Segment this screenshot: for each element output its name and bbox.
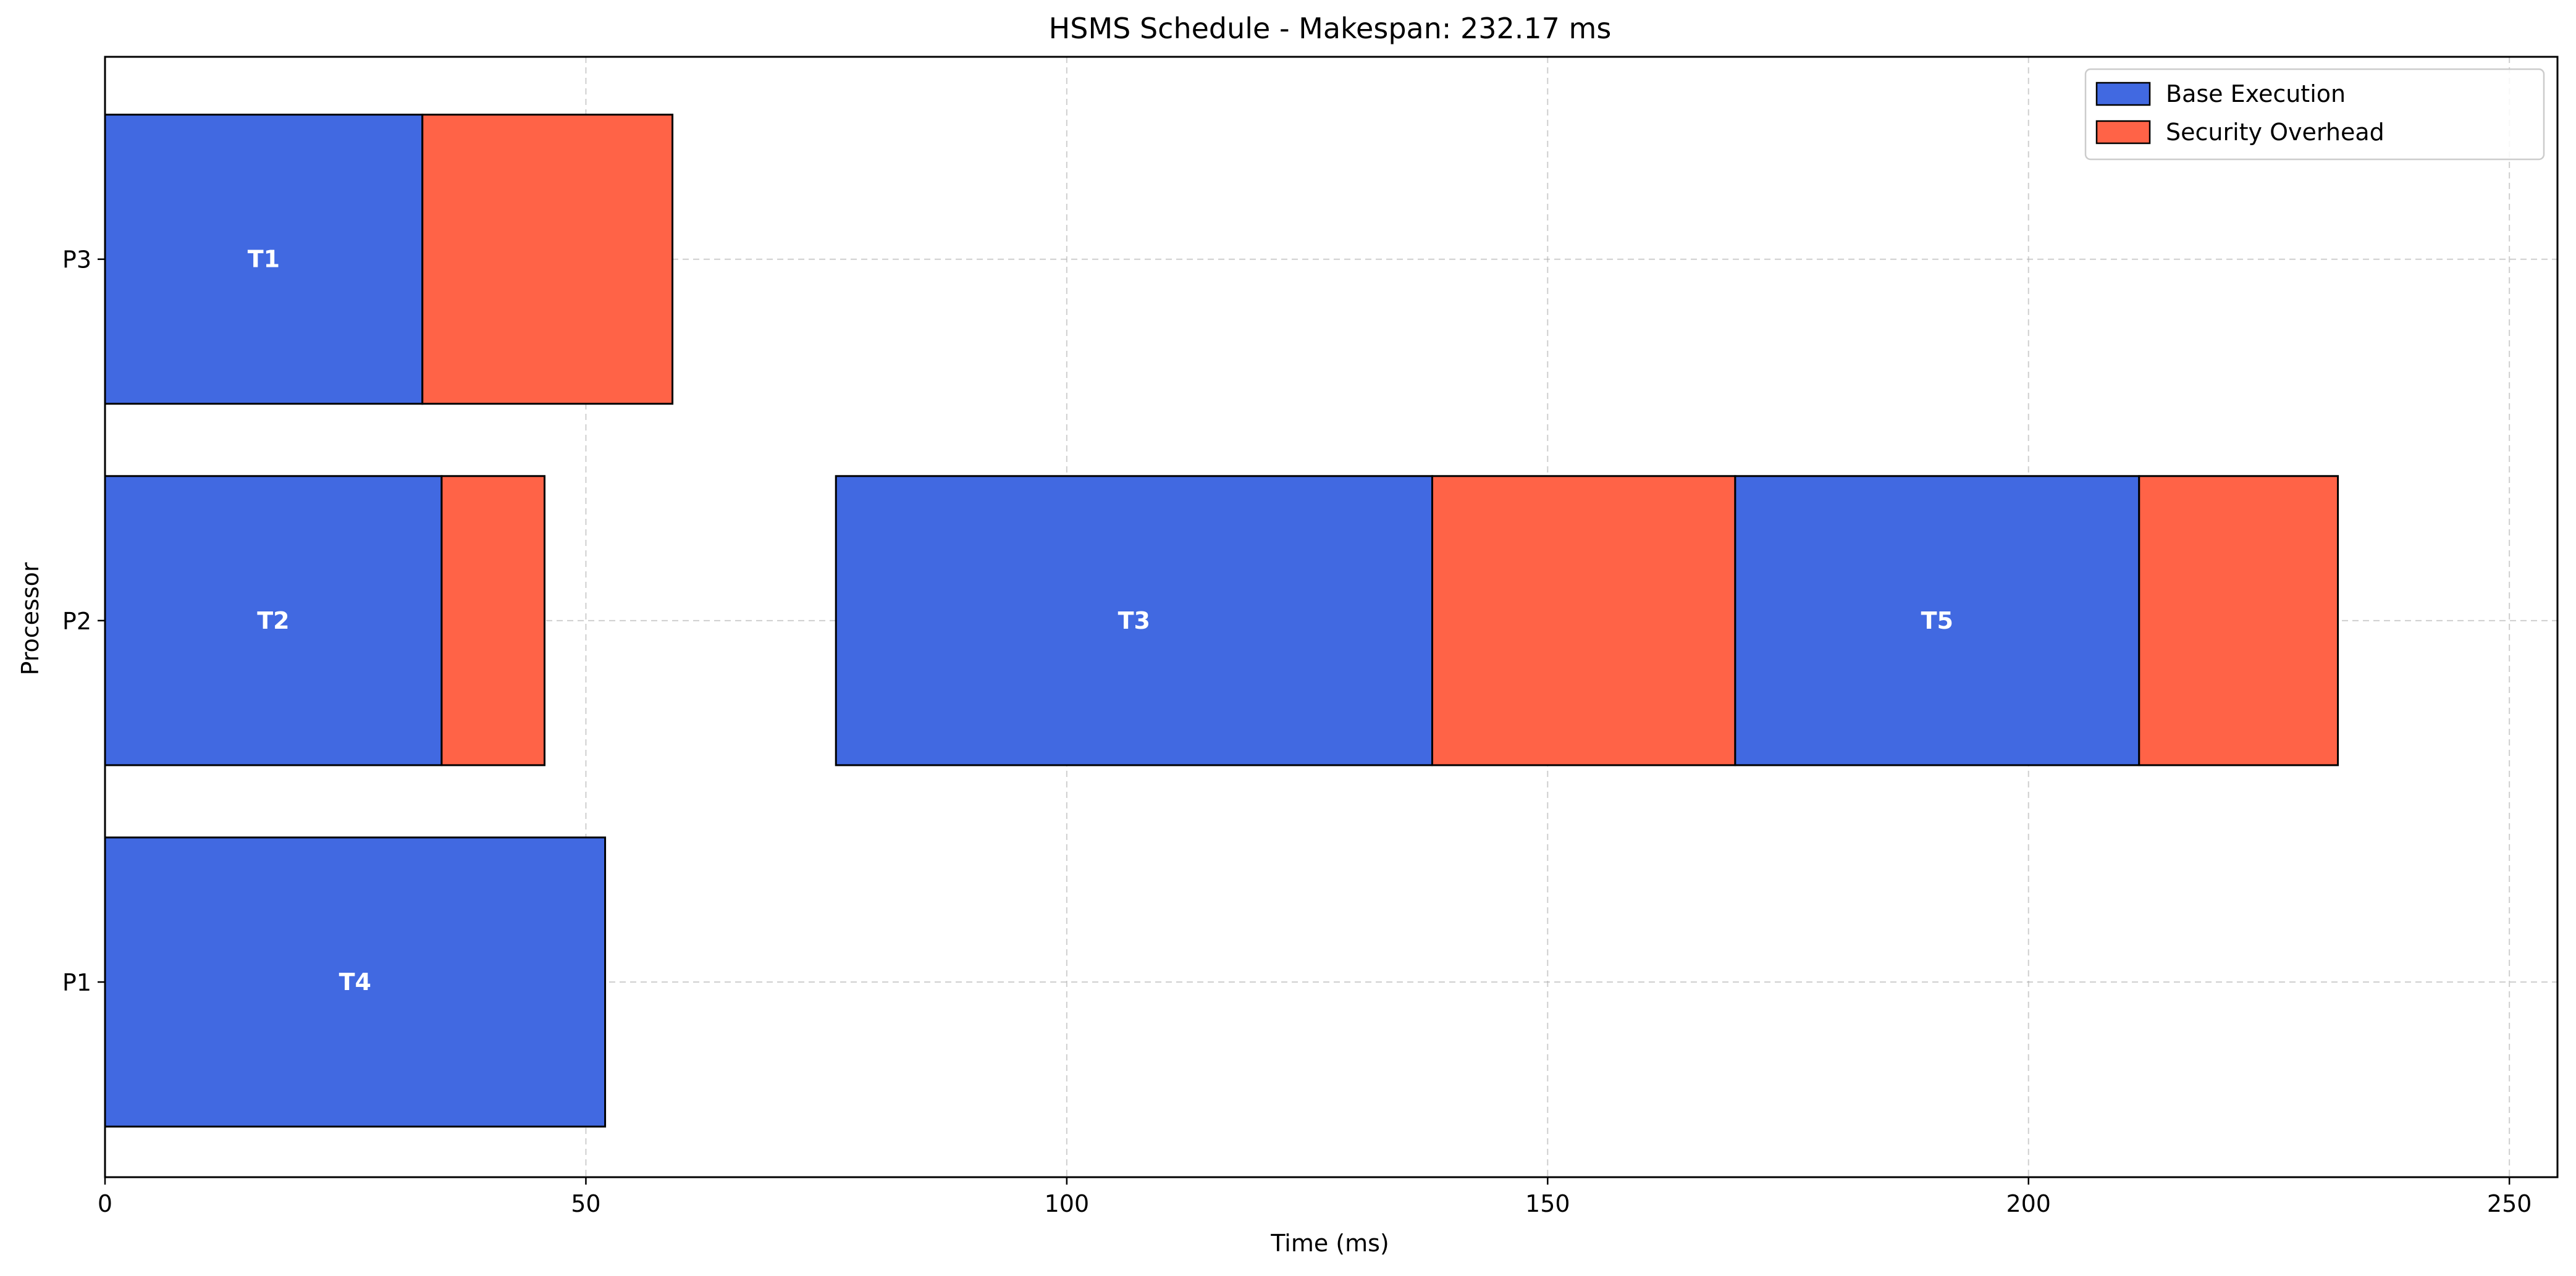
task-label: T4 <box>339 968 371 996</box>
legend-entry: Security Overhead <box>2166 119 2384 146</box>
security-overhead-bar <box>440 475 545 766</box>
y-tick-label: P3 <box>62 246 91 274</box>
x-axis-label: Time (ms) <box>1270 1230 1389 1257</box>
axis-ticks: 0 50 100 150 200 250 P1 P2 P3 <box>62 246 2532 1217</box>
legend: Base Execution Security Overhead <box>2084 68 2545 161</box>
security-overhead-bar <box>2138 475 2339 766</box>
task-label: T3 <box>1118 607 1150 634</box>
x-tick-label: 0 <box>98 1190 112 1217</box>
plot-area-frame <box>104 56 2559 1178</box>
legend-swatch <box>2095 120 2151 145</box>
x-tick-label: 200 <box>2006 1190 2051 1217</box>
security-overhead-bar <box>1431 475 1736 766</box>
task-bars: T1 T2 T3 T5 T4 <box>104 114 2339 1128</box>
chart-title: HSMS Schedule - Makespan: 232.17 ms <box>1049 12 1612 45</box>
x-tick-label: 100 <box>1045 1190 1090 1217</box>
y-tick-label: P2 <box>62 608 91 635</box>
legend-swatch <box>2095 82 2151 106</box>
task-label: T1 <box>248 246 280 273</box>
x-tick-label: 250 <box>2487 1190 2532 1217</box>
x-tick-label: 150 <box>1525 1190 1570 1217</box>
security-overhead-bar <box>421 114 674 405</box>
task-label: T2 <box>257 607 289 634</box>
base-execution-bar <box>104 475 443 766</box>
base-execution-bar <box>104 836 607 1128</box>
x-tick-label: 50 <box>571 1190 600 1217</box>
task-label: T5 <box>1921 607 1953 634</box>
base-execution-bar <box>835 475 1433 766</box>
y-axis-label: Processor <box>17 562 44 675</box>
y-tick-label: P1 <box>62 969 91 996</box>
legend-entry: Base Execution <box>2166 80 2346 107</box>
base-execution-bar <box>1734 475 2140 766</box>
legend-box <box>2084 68 2545 161</box>
